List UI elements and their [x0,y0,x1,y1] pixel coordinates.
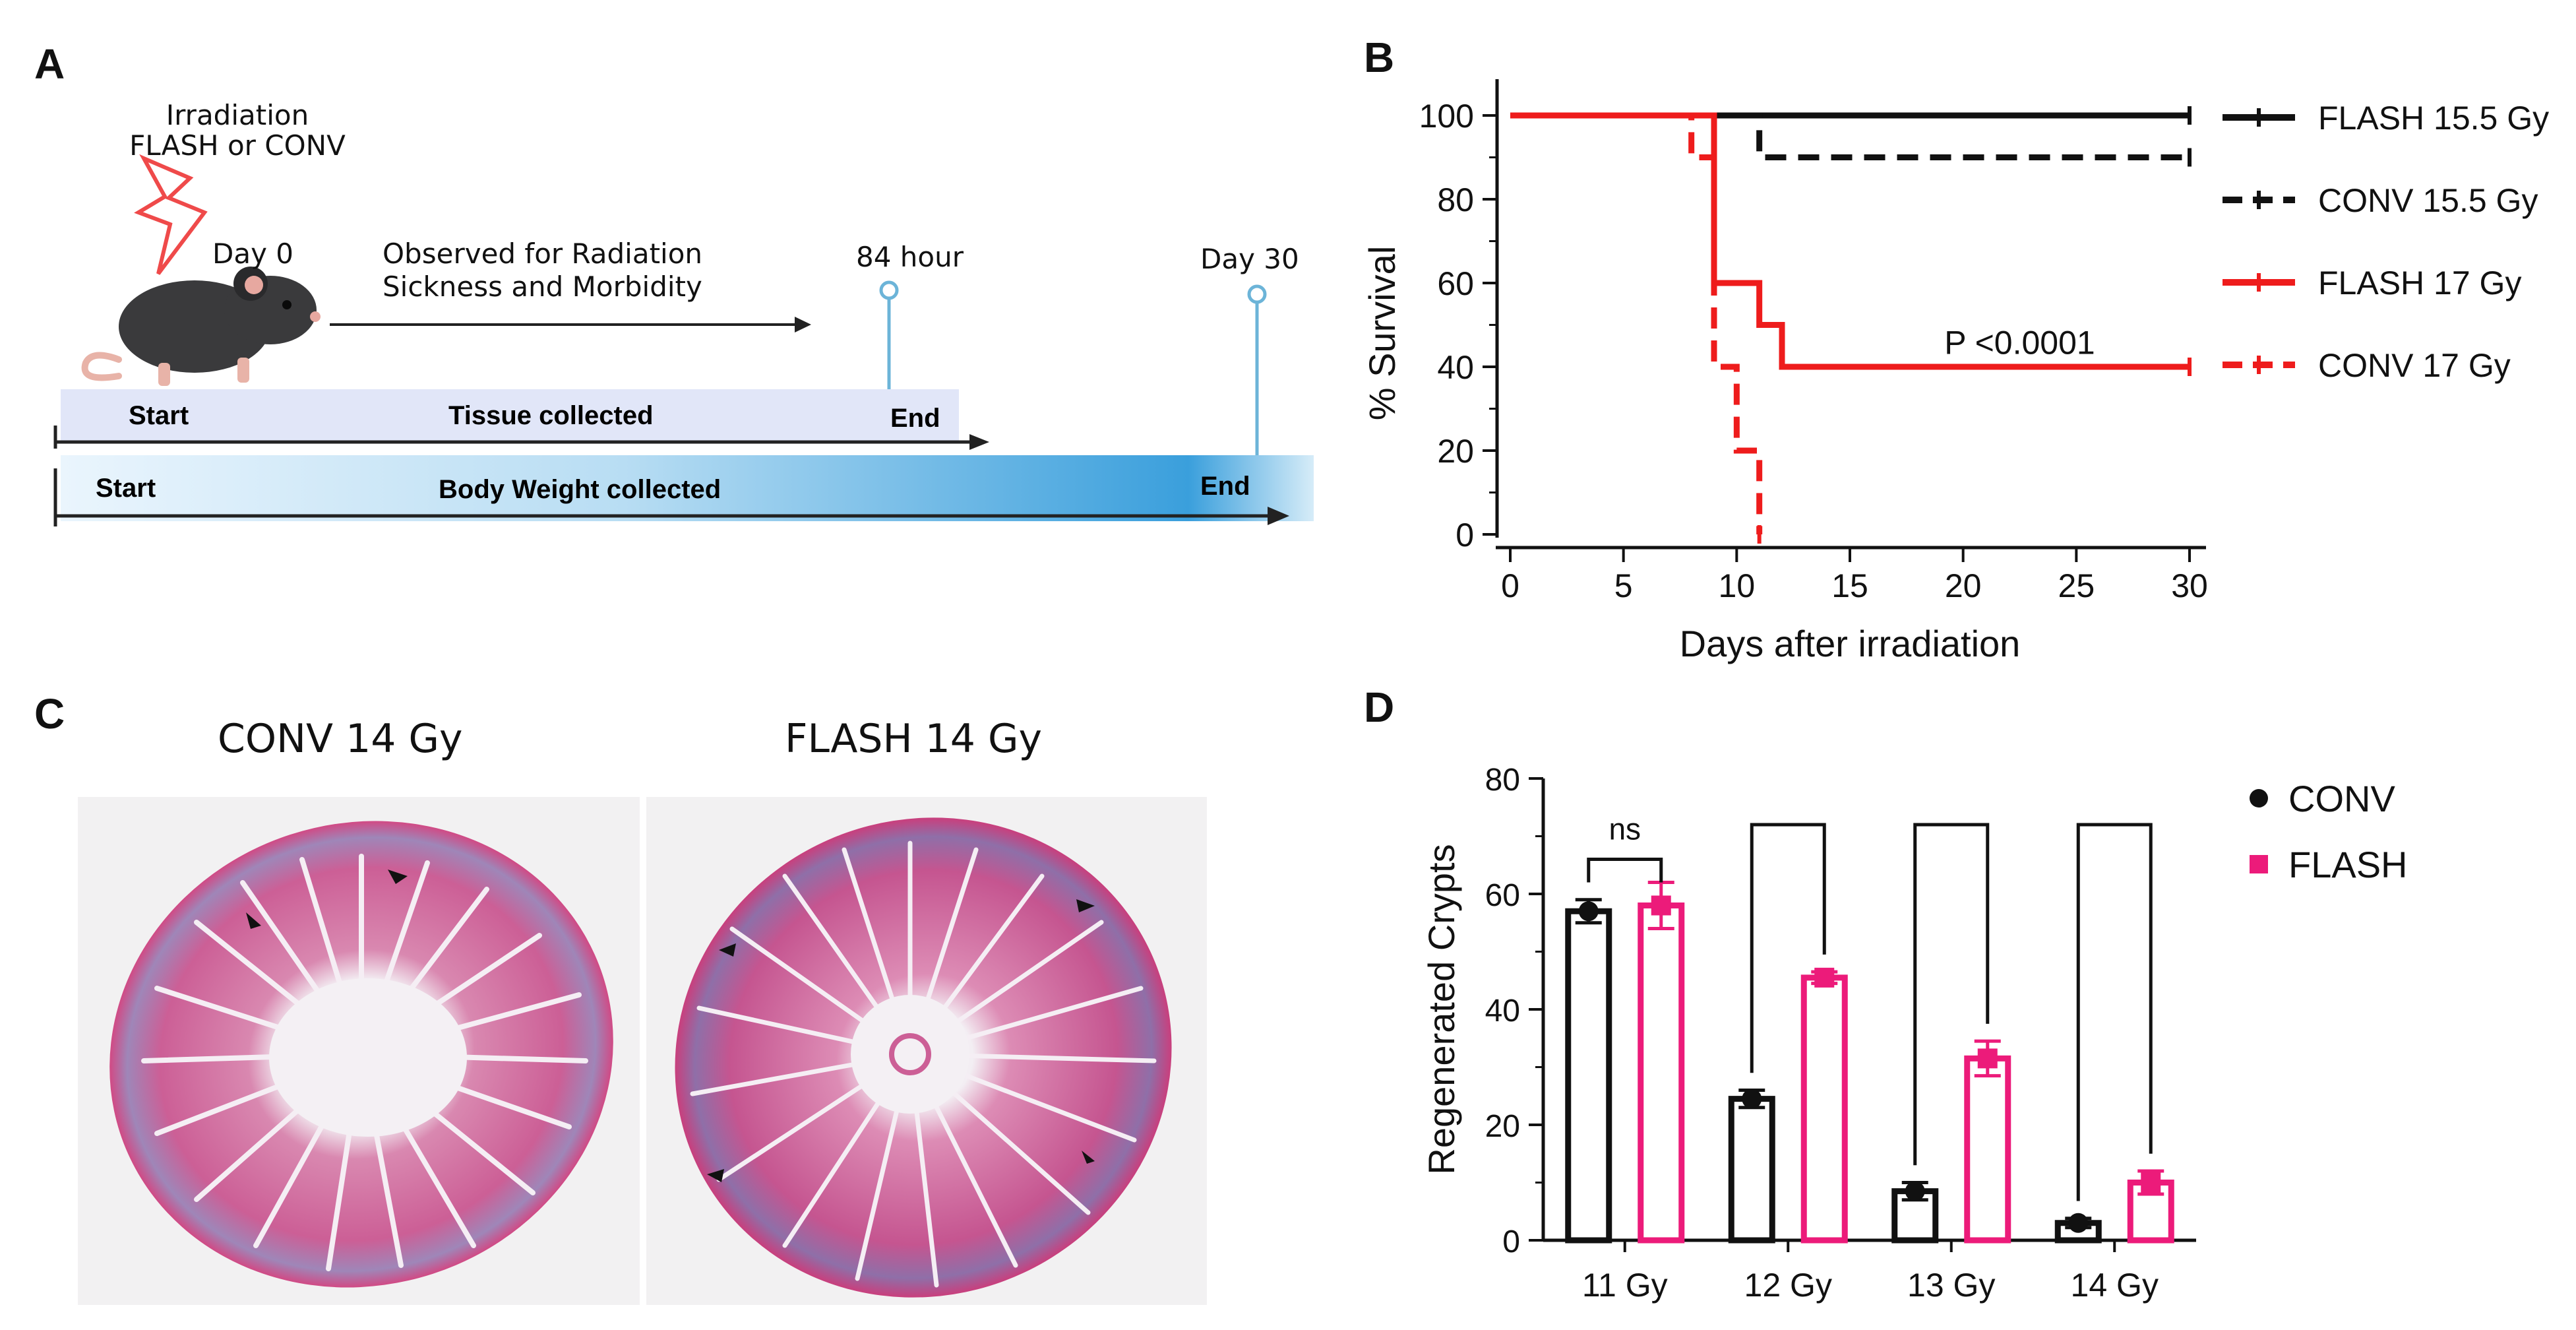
legend-marker-conv [2250,789,2268,808]
data-point [1578,901,1599,922]
bar1-start: Start [129,401,189,430]
series-line-1 [1510,112,2190,160]
observed-label: Observed for Radiation Sickness and Morb… [383,238,702,303]
survival-chart: 0 20 40 60 80 100 0 5 10 15 20 25 30 Days after irrad… [1361,79,2549,664]
y-tick-label: 100 [1419,98,1474,135]
data-point [2141,1172,2161,1193]
bar-conv-1 [1728,1096,1775,1244]
x-tick-label: 30 [2171,567,2208,604]
observed-line2: Sickness and Morbidity [383,270,702,303]
irradiation-line2: FLASH or CONV [129,129,346,162]
bar-flash-2 [1964,1055,2011,1244]
legend-label-1: FLASH [2288,844,2408,885]
hour84-label: 84 hour [856,241,964,273]
y-tick-label: 80 [1437,181,1474,218]
irradiation-label: Irradiation FLASH or CONV [125,100,350,161]
data-point [1651,895,1671,916]
p-value-annotation: P <0.0001 [1944,324,2095,361]
arrow-marker-icon [246,912,261,929]
x-tick-label: 13 Gy [1907,1267,1995,1304]
x-tick-label: 20 [1945,567,1982,604]
y-axis-title: % Survival [1361,246,1403,421]
y-tick-label: 0 [1502,1224,1520,1259]
timeline-graphic [53,154,1314,526]
x-tick-label: 0 [1501,567,1519,604]
y-tick-label: 20 [1485,1109,1520,1144]
observed-line1: Observed for Radiation [383,238,703,270]
bar1-middle: Tissue collected [448,401,654,430]
significance-bracket-1 [1750,823,1826,1073]
series-line-2 [1510,112,2190,370]
ns-label: ns [1609,812,1641,846]
significance-bracket-2 [1913,823,1990,1166]
x-tick-label: 11 Gy [1582,1267,1668,1304]
data-point [1977,1048,1998,1069]
arrow-marker-icon [388,870,408,884]
y-tick-label: 40 [1437,349,1474,386]
histo-right-title: FLASH 14 Gy [785,716,1043,762]
crypts-chart: 0 20 40 60 80 Regenerated Crypts ns 11 Gy 12 Gy 1… [1421,763,2408,1304]
x-tick-label: 12 Gy [1744,1267,1832,1304]
panel-b-label: B [1364,34,1395,81]
arrow-marker-icon [707,1169,724,1182]
bar-flash-0 [1638,902,1685,1244]
x-tick-label: 25 [2058,567,2095,604]
y-tick-label: 0 [1456,517,1474,554]
histology-conv-image [78,797,640,1305]
panel-a-timeline: Irradiation FLASH or CONV Day 0 Observed… [40,99,1319,548]
arrow-marker-icon [719,943,736,957]
arrow-marker-icon [1082,1151,1095,1164]
panel-d-label: D [1364,683,1395,731]
significance-bracket-3 [2076,823,2153,1201]
bar2-end: End [1200,472,1250,501]
data-point [1742,1089,1762,1109]
bar2-middle: Body Weight collected [439,475,721,504]
bar2-start: Start [96,474,156,503]
y-tick-label: 40 [1485,994,1520,1029]
x-tick-label: 10 [1719,567,1756,604]
x-tick-label: 14 Gy [2071,1267,2159,1304]
y-tick-label: 60 [1485,878,1520,913]
bar-conv-0 [1565,908,1612,1244]
x-tick-label: 15 [1831,567,1868,604]
panel-a-label: A [34,40,65,88]
bar-flash-1 [1800,974,1848,1244]
data-point [2068,1213,2089,1233]
day0-label: Day 0 [212,238,294,270]
legend-marker-flash [2250,855,2268,873]
legend-label-3: CONV 17 Gy [2318,347,2511,384]
significance-bracket-0 [1587,858,1663,883]
irradiation-line1: Irradiation [166,99,309,131]
legend-label-1: CONV 15.5 Gy [2318,182,2538,219]
x-axis-title: Days after irradiation [1680,623,2021,664]
data-point [1814,967,1835,988]
data-point [1905,1181,1925,1201]
y-axis-title: Regenerated Crypts [1421,844,1462,1174]
panel-c-label: C [34,690,65,738]
histo-left-title: CONV 14 Gy [218,716,463,762]
legend-label-2: FLASH 17 Gy [2318,265,2521,301]
series-line-3 [1510,112,1763,534]
legend-label-0: FLASH 15.5 Gy [2318,100,2549,137]
y-tick-label: 20 [1437,433,1474,470]
arrow-marker-icon [1076,899,1095,912]
lightning-icon [134,154,208,275]
x-tick-label: 5 [1614,567,1633,604]
legend-label-0: CONV [2288,778,2395,819]
y-tick-label: 60 [1437,265,1474,302]
day30-label: Day 30 [1200,243,1299,275]
mouse-icon [81,267,321,386]
histology-flash-image [646,797,1207,1305]
bar1-end: End [890,404,940,433]
y-tick-label: 80 [1485,763,1520,798]
